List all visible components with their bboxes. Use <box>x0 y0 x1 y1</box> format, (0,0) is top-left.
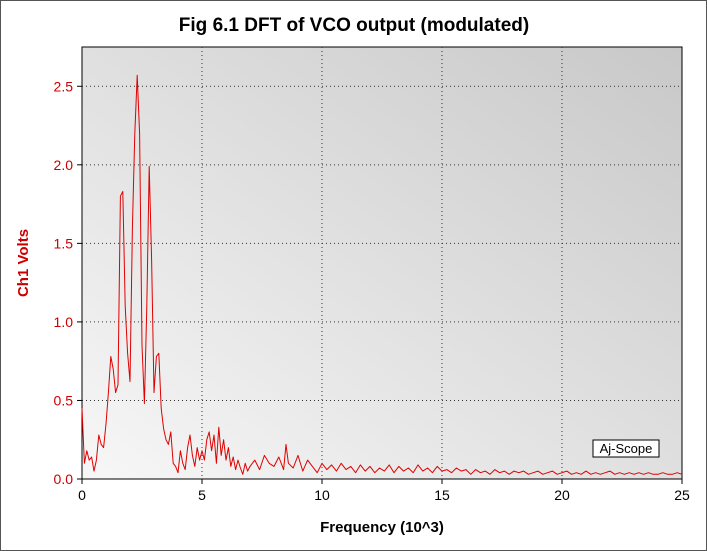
x-tick-label: 10 <box>314 487 330 503</box>
x-tick-label: 15 <box>434 487 450 503</box>
y-tick-label: 0.0 <box>54 471 74 487</box>
y-tick-label: 1.5 <box>54 235 74 251</box>
x-tick-label: 25 <box>674 487 690 503</box>
y-tick-label: 2.5 <box>54 78 74 94</box>
annotation-label: Aj-Scope <box>600 441 653 456</box>
grid-lines <box>82 47 682 479</box>
x-axis-label: Frequency (10^3) <box>320 519 444 536</box>
x-tick-label: 20 <box>554 487 570 503</box>
y-tick-label: 2.0 <box>54 157 74 173</box>
aj-scope-badge: Aj-Scope <box>592 439 660 458</box>
x-tick-label: 0 <box>78 487 86 503</box>
y-axis-label: Ch1 Volts <box>15 229 32 297</box>
plot-area <box>81 46 683 480</box>
x-tick-label: 5 <box>198 487 206 503</box>
y-axis-ticks: 0.0 0.5 1.0 1.5 2.0 2.5 <box>54 78 82 487</box>
chart-title: Fig 6.1 DFT of VCO output (modulated) <box>179 15 529 36</box>
series-line-ch1 <box>81 74 683 475</box>
x-axis-ticks: 0 5 10 15 20 25 <box>78 479 690 503</box>
y-tick-label: 1.0 <box>54 314 74 330</box>
y-tick-label: 0.5 <box>54 392 74 408</box>
